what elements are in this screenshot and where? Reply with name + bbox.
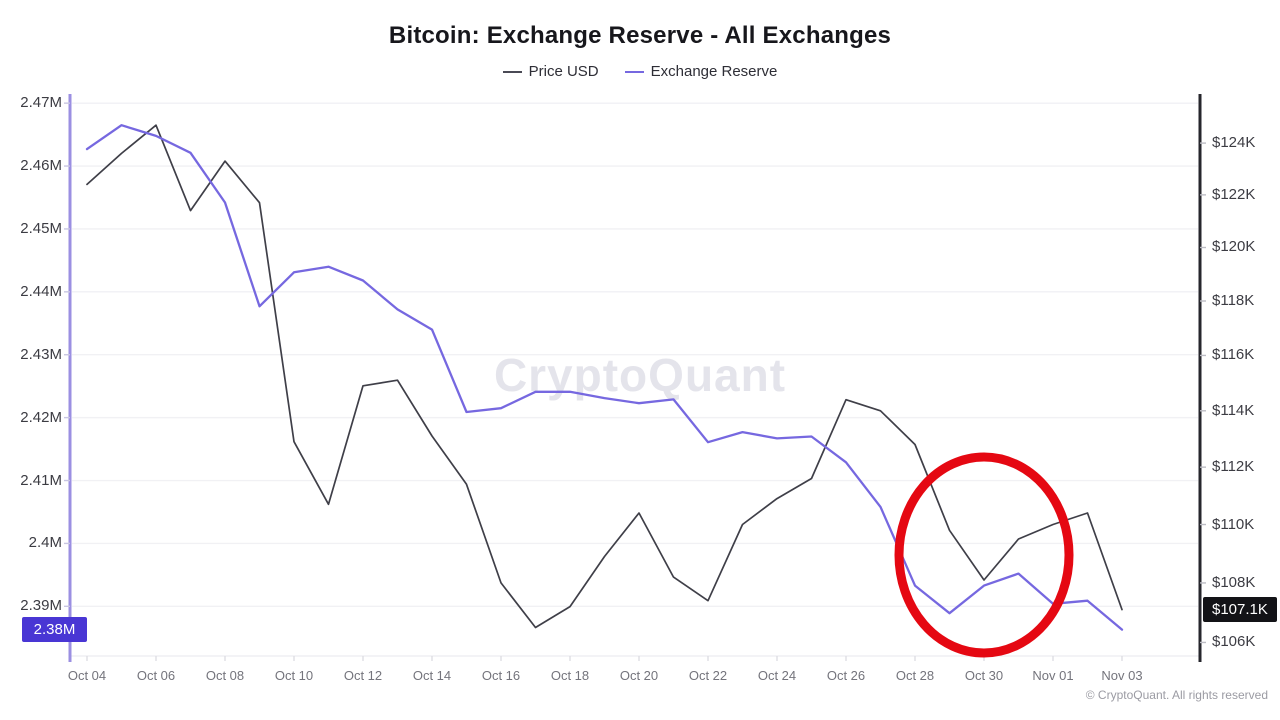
reserve-line-swatch-icon [624, 70, 644, 73]
legend-item-exchange-reserve[interactable]: Exchange Reserve [624, 63, 778, 80]
left-axis-tick-label: 2.43M [20, 346, 62, 363]
x-axis-tick-label: Oct 12 [343, 668, 383, 683]
price-last-value-badge: $107.1K [1203, 597, 1277, 622]
right-axis-tick-label: $120K [1212, 238, 1256, 255]
legend-label-price-usd: Price USD [528, 63, 599, 80]
x-axis-tick-label: Oct 30 [964, 668, 1004, 683]
x-axis-tick-label: Oct 16 [481, 668, 521, 683]
x-axis-tick-label: Nov 01 [1032, 668, 1074, 683]
right-axis-tick-label: $112K [1212, 458, 1255, 475]
right-axis-tick-label: $114K [1212, 402, 1255, 419]
x-axis-tick-label: Oct 24 [757, 668, 797, 683]
price-line-swatch-icon [502, 70, 522, 73]
right-axis-tick-label: $116K [1212, 346, 1255, 363]
legend: Price USD Exchange Reserve [0, 63, 1280, 80]
x-axis-tick-label: Oct 14 [412, 668, 452, 683]
x-axis-tick-label: Oct 06 [136, 668, 176, 683]
x-axis-tick-label: Oct 28 [895, 668, 935, 683]
exchange-reserve-line [85, 124, 1124, 631]
price-usd-line [86, 124, 1123, 629]
left-axis-tick-label: 2.41M [20, 472, 62, 489]
x-axis-tick-label: Oct 26 [826, 668, 866, 683]
copyright-notice: © CryptoQuant. All rights reserved [1085, 688, 1268, 702]
legend-item-price-usd[interactable]: Price USD [502, 63, 599, 80]
left-axis-tick-label: 2.45M [20, 220, 62, 237]
x-axis-tick-label: Oct 04 [67, 668, 107, 683]
x-axis-tick-label: Oct 20 [619, 668, 659, 683]
highlight-circle-annotation [894, 452, 1074, 658]
x-axis-tick-label: Nov 03 [1101, 668, 1143, 683]
left-axis-tick-label: 2.47M [20, 94, 62, 111]
x-axis-tick-label: Oct 10 [274, 668, 314, 683]
x-axis-tick-label: Oct 08 [205, 668, 245, 683]
reserve-last-value-badge: 2.38M [22, 617, 87, 642]
x-axis-tick-label: Oct 22 [688, 668, 728, 683]
left-axis-tick-label: 2.39M [20, 597, 62, 614]
right-axis-tick-label: $108K [1212, 574, 1256, 591]
left-axis-tick-label: 2.44M [20, 283, 62, 300]
left-axis-tick-label: 2.46M [20, 157, 62, 174]
right-axis-tick-label: $122K [1212, 186, 1256, 203]
left-axis-tick-label: 2.42M [20, 409, 62, 426]
right-axis-tick-label: $118K [1212, 292, 1255, 309]
right-axis-tick-label: $110K [1212, 516, 1255, 533]
right-axis-tick-label: $106K [1212, 633, 1256, 650]
x-axis-tick-label: Oct 18 [550, 668, 590, 683]
legend-label-exchange-reserve: Exchange Reserve [650, 63, 778, 80]
chart-title: Bitcoin: Exchange Reserve - All Exchange… [388, 22, 892, 49]
left-axis-tick-label: 2.4M [28, 534, 62, 551]
right-axis-tick-label: $124K [1212, 134, 1256, 151]
